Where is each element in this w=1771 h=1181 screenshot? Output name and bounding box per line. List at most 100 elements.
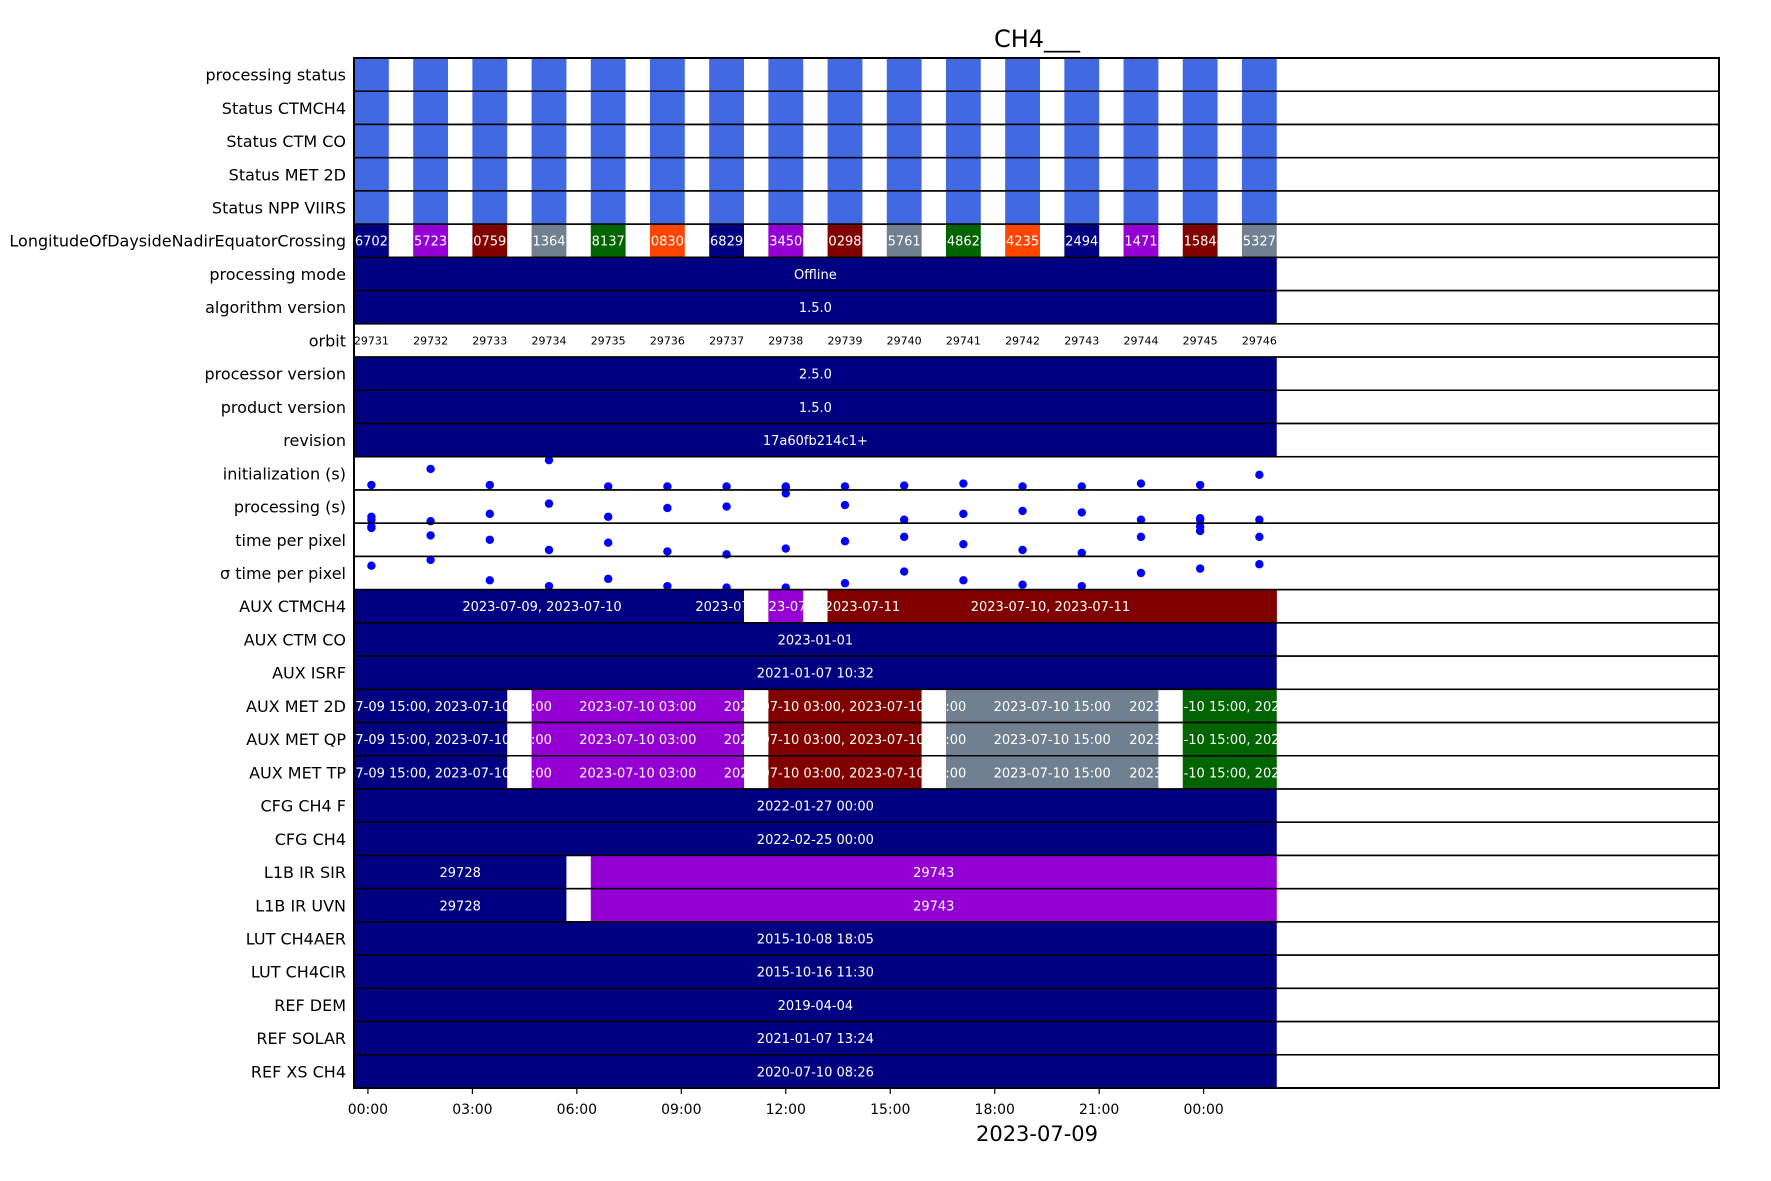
orbit-value: 29745 [1183, 334, 1218, 347]
status-npp-viirs-bar [590, 190, 626, 225]
row-label-time-per-pixel: time per pixel [235, 531, 346, 550]
x-tick-label: 06:00 [557, 1102, 597, 1118]
status-met-2d-bar [768, 157, 804, 191]
time-per-pixel-point [544, 581, 554, 591]
processing-s-point [544, 499, 554, 508]
aux-isrf-segment [354, 656, 1277, 690]
aux-met-tp-segment [354, 755, 508, 789]
processing-status-bar [413, 58, 449, 92]
row-label-aux-met-qp: AUX MET QP [246, 730, 346, 749]
status-ctmch4-bar [945, 91, 981, 125]
status-met-2d-bar [472, 157, 508, 191]
longitude-value: 813641 [524, 235, 574, 250]
time-per-pixel-point [603, 574, 613, 584]
initialization-s-point [426, 464, 435, 474]
row-label-initialization-s: initialization (s) [223, 464, 346, 483]
longitude-value: 724945 [1057, 235, 1107, 250]
aux-met-2d-segment-label: 2023-07-10 03:00, 2023-07-10 15:00 [724, 700, 967, 715]
aux-met-qp-segment-label: 2023-07-10 15:00 [994, 733, 1111, 748]
aux-met-2d-segment [1182, 689, 1277, 723]
status-npp-viirs-bar [709, 190, 744, 225]
ref-solar-segment [354, 1021, 1277, 1055]
aux-met-qp-segment [354, 722, 508, 756]
ref-dem-segment-label: 2019-04-04 [778, 999, 854, 1014]
aux-met-2d-segment-label: 2023-07-10 15:00 [994, 700, 1111, 715]
aux-met-2d-segment [531, 689, 744, 723]
processing-status-bar [1123, 58, 1159, 92]
processing-status-bar [709, 58, 744, 92]
aux-met-2d-segment-label: 2023-07-10 15:00, 2023-07-11 [1129, 700, 1330, 715]
longitude-bar [1064, 224, 1100, 258]
lut-ch4aer-segment-label: 2015-10-08 18:05 [757, 932, 874, 947]
x-tick-label: 09:00 [661, 1102, 701, 1118]
time-per-pixel-point [781, 544, 790, 553]
chart-title: CH4___ [994, 25, 1081, 53]
aux-ctmch4-segment-label: 2023-07-1 [752, 600, 819, 615]
aux-met-2d-segment-label: 2023-07-09 15:00, 2023-07-10 03:00 [309, 700, 552, 715]
initialization-s-point [840, 482, 850, 491]
time-per-pixel-point [1018, 545, 1027, 555]
orbit-value: 29733 [472, 334, 507, 347]
processing-mode-segment [354, 257, 1277, 291]
x-axis-label: 2023-07-09 [976, 1122, 1098, 1146]
status-ctm-co-bar [827, 124, 863, 158]
x-tick-label: 18:00 [975, 1102, 1015, 1118]
time-per-pixel-point [1195, 564, 1205, 573]
processing-s-point [663, 503, 672, 513]
ref-xs-ch4-segment [354, 1054, 1277, 1088]
product-version-segment [354, 390, 1277, 424]
aux-ctm-co-segment [354, 622, 1277, 657]
aux-ctm-co-segment-label: 2023-01-01 [778, 633, 854, 648]
longitude-value: 281372 [583, 235, 633, 250]
time-per-pixel-point [603, 538, 613, 547]
product-version-segment-label: 1.5.0 [799, 401, 832, 416]
processing-s-point [1018, 506, 1027, 516]
status-met-2d-bar [1123, 157, 1159, 191]
status-ctmch4-bar [886, 91, 922, 125]
time-per-pixel-point [485, 535, 495, 544]
row-label-l1b-ir-uvn: L1B IR UVN [255, 896, 346, 915]
orbit-value: 29737 [709, 334, 744, 347]
row-label-cfg-ch4: CFG CH4 [275, 830, 346, 849]
longitude-value: 314712 [1116, 235, 1166, 250]
aux-met-2d-segment [768, 689, 922, 723]
status-met-2d-bar [354, 157, 389, 191]
algorithm-version-segment [354, 290, 1277, 324]
status-met-2d-bar [827, 157, 863, 191]
time-per-pixel-point [959, 576, 968, 585]
status-npp-viirs-bar [1005, 190, 1040, 225]
processing-status-bar [886, 58, 922, 92]
initialization-s-point [1018, 482, 1027, 491]
status-ctm-co-bar [590, 124, 626, 158]
aux-isrf-segment-label: 2021-01-07 10:32 [757, 667, 874, 682]
status-ctm-co-bar [1241, 124, 1277, 158]
initialization-s-point [1136, 479, 1146, 488]
row-label-ref-dem: REF DEM [274, 996, 346, 1015]
status-npp-viirs-bar [886, 190, 922, 225]
aux-ctmch4-segment [709, 589, 744, 623]
row-frame [353, 522, 1720, 558]
time-per-pixel-point [1255, 560, 1264, 569]
longitude-bar [590, 224, 626, 258]
status-met-2d-bar [945, 157, 981, 191]
orbit-value: 29740 [887, 334, 922, 347]
initialization-s-point [959, 479, 968, 488]
processing-s-point [722, 502, 731, 511]
row-frame [353, 489, 1720, 524]
aux-met-qp-segment-label: 2023-07-09 15:00, 2023-07-10 03:00 [309, 733, 552, 748]
row-label-status-ctm-co: Status CTM CO [226, 132, 346, 151]
processing-status-bar [531, 58, 567, 92]
l1b-ir-uvn-segment-label: 29743 [913, 899, 954, 914]
status-npp-viirs-bar [354, 190, 389, 225]
status-met-2d-bar [1182, 157, 1218, 191]
orbit-value: 29741 [946, 334, 981, 347]
status-ctm-co-bar [886, 124, 922, 158]
status-ctm-co-bar [472, 124, 508, 158]
aux-met-2d-segment [354, 689, 508, 723]
l1b-ir-sir-segment-label: 29743 [913, 866, 954, 881]
aux-met-qp-segment [768, 722, 922, 756]
orbit-value: 29734 [532, 334, 567, 347]
l1b-ir-uvn-segment-label: 29728 [440, 899, 481, 914]
status-ctm-co-bar [531, 124, 567, 158]
status-npp-viirs-bar [1064, 190, 1100, 225]
